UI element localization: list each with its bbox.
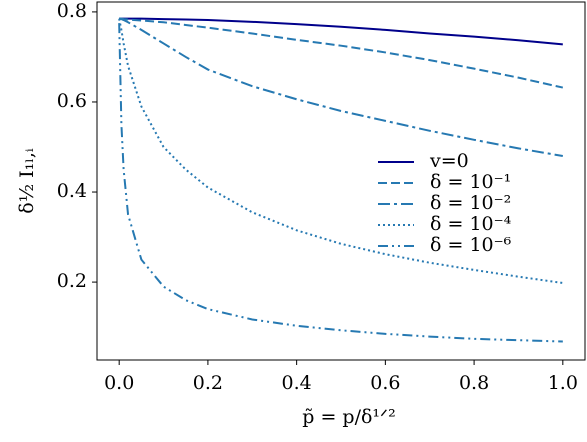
x-tick-label: 0.2	[193, 372, 223, 394]
y-axis-label: δ½ I₁ₗ,ᵢ	[16, 148, 38, 214]
legend-label: δ = 10⁻¹	[430, 171, 511, 193]
x-tick-label: 1.0	[548, 372, 578, 394]
series-line	[118, 17, 563, 157]
x-tick-label: 0.6	[370, 372, 400, 394]
legend-label: δ = 10⁻⁶	[430, 234, 512, 256]
y-tick-label: 0.2	[57, 270, 87, 292]
series-line	[118, 23, 563, 343]
x-axis-label: p̃ = p/δ¹ᐟ²	[302, 406, 395, 428]
legend-label: v=0	[429, 150, 469, 172]
series-line	[119, 17, 563, 46]
series-line	[119, 17, 564, 89]
x-tick-label: 0.4	[282, 372, 312, 394]
x-tick-label: 0.8	[459, 372, 489, 394]
y-tick-label: 0.4	[57, 180, 87, 202]
y-tick-label: 0.6	[57, 90, 87, 112]
legend-label: δ = 10⁻⁴	[430, 213, 512, 235]
legend: v=0δ = 10⁻¹δ = 10⁻²δ = 10⁻⁴δ = 10⁻⁶	[378, 150, 512, 256]
series-line	[118, 18, 563, 284]
plot-frame	[96, 1, 586, 361]
x-tick-label: 0.0	[104, 372, 134, 394]
legend-label: δ = 10⁻²	[430, 192, 511, 214]
y-tick-label: 0.8	[57, 0, 87, 22]
